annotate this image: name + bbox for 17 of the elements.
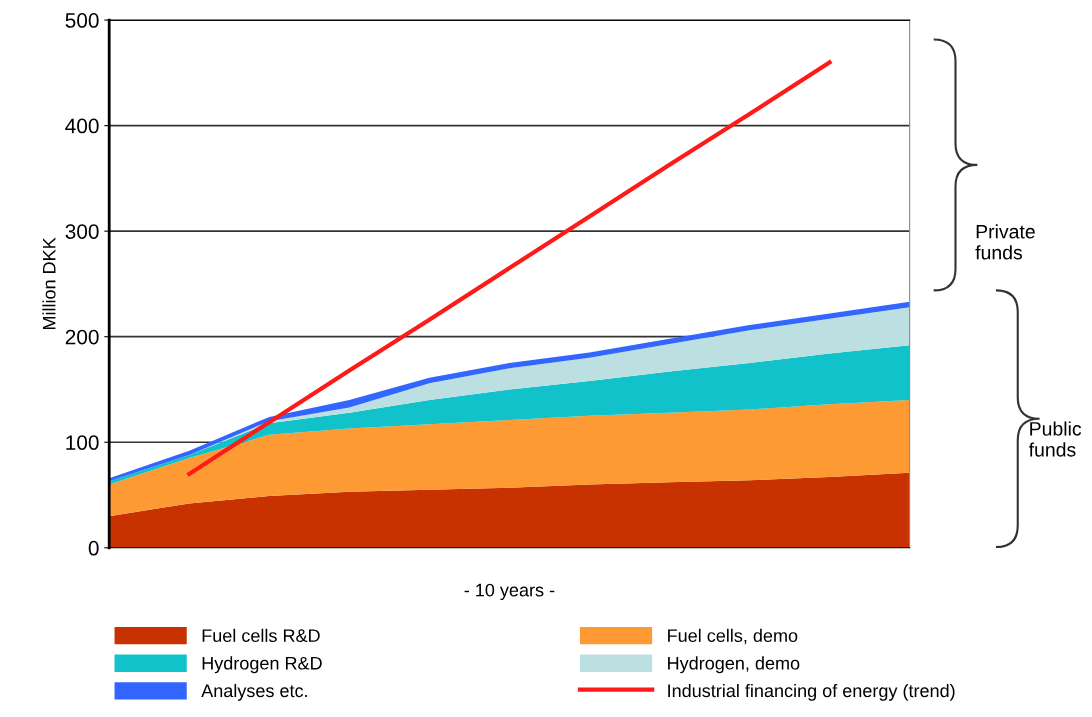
y-tick-label: 500 xyxy=(65,13,99,28)
y-tick-label: 100 xyxy=(66,435,99,450)
legend-label: Fuel cells R&D xyxy=(202,628,320,643)
text: Private funds xyxy=(975,224,1035,260)
legend-label: Analyses etc. xyxy=(201,683,307,701)
line-series xyxy=(187,60,832,476)
legend-label: Fuel cells, demo xyxy=(668,628,798,645)
y-tick-label: 200 xyxy=(65,329,99,345)
text: Public funds xyxy=(1028,421,1082,457)
x-axis-title: - 10 years - xyxy=(464,583,555,601)
y-tick-label: 0 xyxy=(88,540,99,556)
y-axis-title: Million DKK xyxy=(42,237,56,330)
legend-label: Hydrogen R&D xyxy=(202,656,322,674)
y-tick-label: 400 xyxy=(65,118,99,134)
y-tick-label: 300 xyxy=(65,224,99,239)
legend-label: Hydrogen, demo xyxy=(668,656,800,674)
legend-label: Industrial financing of energy (trend) xyxy=(668,683,955,701)
